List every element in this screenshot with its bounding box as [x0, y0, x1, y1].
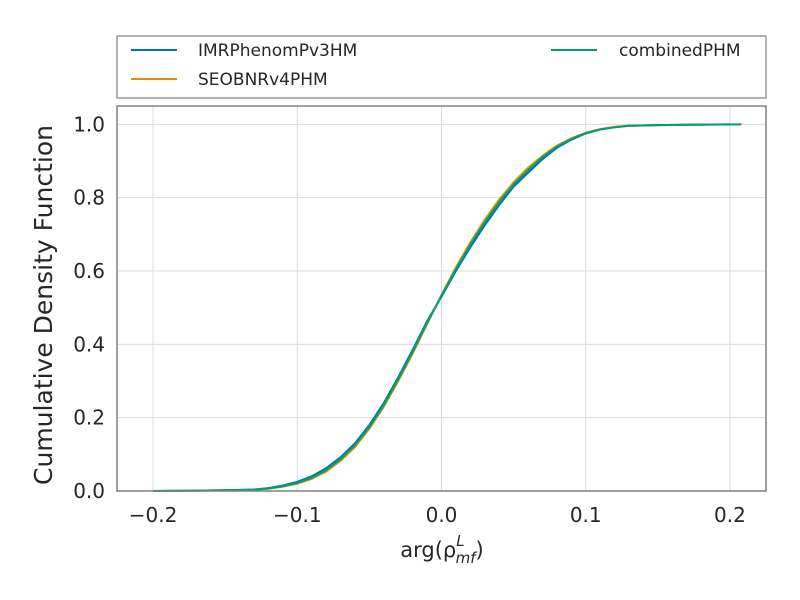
x-tick-label: 0.0: [426, 503, 458, 527]
legend-entry-seobnrv4phm: SEOBNRv4PHM: [131, 70, 328, 90]
y-tick-label: 0.8: [73, 186, 105, 210]
x-tick-label: −0.1: [273, 503, 322, 527]
x-axis-label-main: arg(ρ: [400, 538, 456, 562]
x-tick-label: −0.2: [129, 503, 178, 527]
legend-box: [116, 35, 767, 99]
x-tick-label: 0.2: [714, 503, 746, 527]
ticks: −0.2 −0.1 0.0 0.1 0.2 0.0 0.2 0.4 0.6 0.8 1.0: [73, 112, 746, 527]
legend-entry-imrphenompv3hm: IMRPhenomPv3HM: [131, 41, 357, 61]
x-axis-label-sub: mf: [456, 549, 479, 567]
x-axis-label: arg(ρL mf): [400, 532, 483, 567]
plot-frame: [116, 105, 767, 492]
legend-label-imrphenompv3hm: IMRPhenomPv3HM: [198, 41, 357, 61]
legend-label-combinedphm: combinedPHM: [619, 41, 741, 61]
legend: IMRPhenomPv3HM SEOBNRv4PHM combinedPHM: [116, 35, 767, 99]
y-tick-label: 0.2: [73, 406, 105, 430]
series-line-combinedphm: [153, 123, 742, 492]
x-axis-label-sup: L: [456, 532, 464, 550]
x-tick-label: 0.1: [570, 503, 602, 527]
y-tick-label: 1.0: [73, 112, 105, 136]
series-lines: [153, 123, 742, 492]
y-tick-label: 0.0: [73, 479, 105, 503]
y-tick-label: 0.6: [73, 259, 105, 283]
y-axis-label: Cumulative Density Function: [29, 125, 58, 485]
y-tick-label: 0.4: [73, 332, 105, 356]
legend-label-seobnrv4phm: SEOBNRv4PHM: [198, 70, 328, 90]
x-axis-label-close: ): [476, 538, 484, 562]
legend-entry-combinedphm: combinedPHM: [551, 41, 741, 61]
